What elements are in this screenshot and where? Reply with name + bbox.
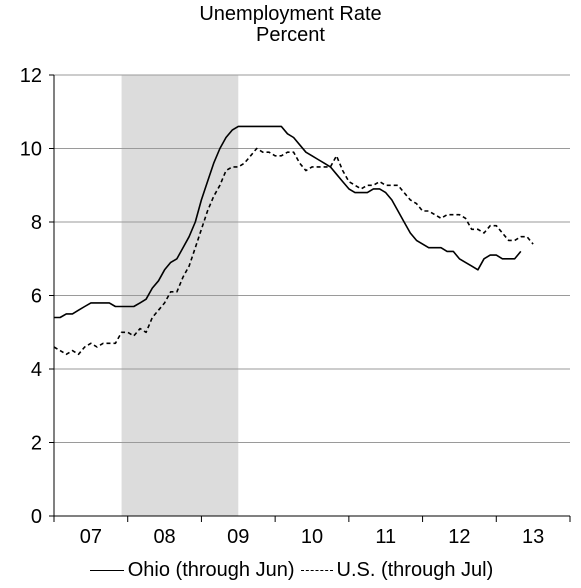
legend-label-us: U.S. (through Jul) (336, 558, 494, 581)
legend-item-us: U.S. (through Jul) (299, 558, 494, 582)
x-tick-label-12: 12 (448, 526, 470, 548)
x-tick-label-07: 07 (80, 526, 102, 548)
series-line-ohio (54, 125, 522, 319)
series-line-us (53, 147, 534, 356)
y-tick-label-2: 2 (31, 433, 42, 455)
legend-item-ohio: Ohio (through Jun) (88, 559, 295, 582)
chart-legend: Ohio (through Jun) U.S. (through Jul) (0, 556, 581, 584)
x-tick-label-08: 08 (153, 526, 175, 548)
y-tick-label-0: 0 (31, 506, 42, 528)
x-tick-label-09: 09 (227, 526, 249, 548)
x-tick-label-11: 11 (375, 526, 396, 548)
x-tick-label-10: 10 (301, 526, 323, 548)
legend-swatch-solid (89, 569, 124, 571)
y-tick-label-10: 10 (20, 139, 42, 161)
unemployment-line-chart: 0 2 4 6 8 10 12 07 08 09 10 11 12 13 (20, 65, 571, 548)
legend-label-ohio: Ohio (through Jun) (127, 558, 295, 581)
y-tick-label-4: 4 (31, 359, 42, 381)
y-tick-label-8: 8 (31, 212, 42, 234)
legend-swatch-dashed (300, 569, 333, 571)
y-tick-label-6: 6 (31, 286, 42, 308)
chart-title: Unemployment Rate (199, 3, 382, 25)
x-tick-label-13: 13 (522, 526, 544, 548)
chart-subtitle: Percent (256, 24, 325, 46)
y-tick-label-12: 12 (20, 65, 42, 87)
